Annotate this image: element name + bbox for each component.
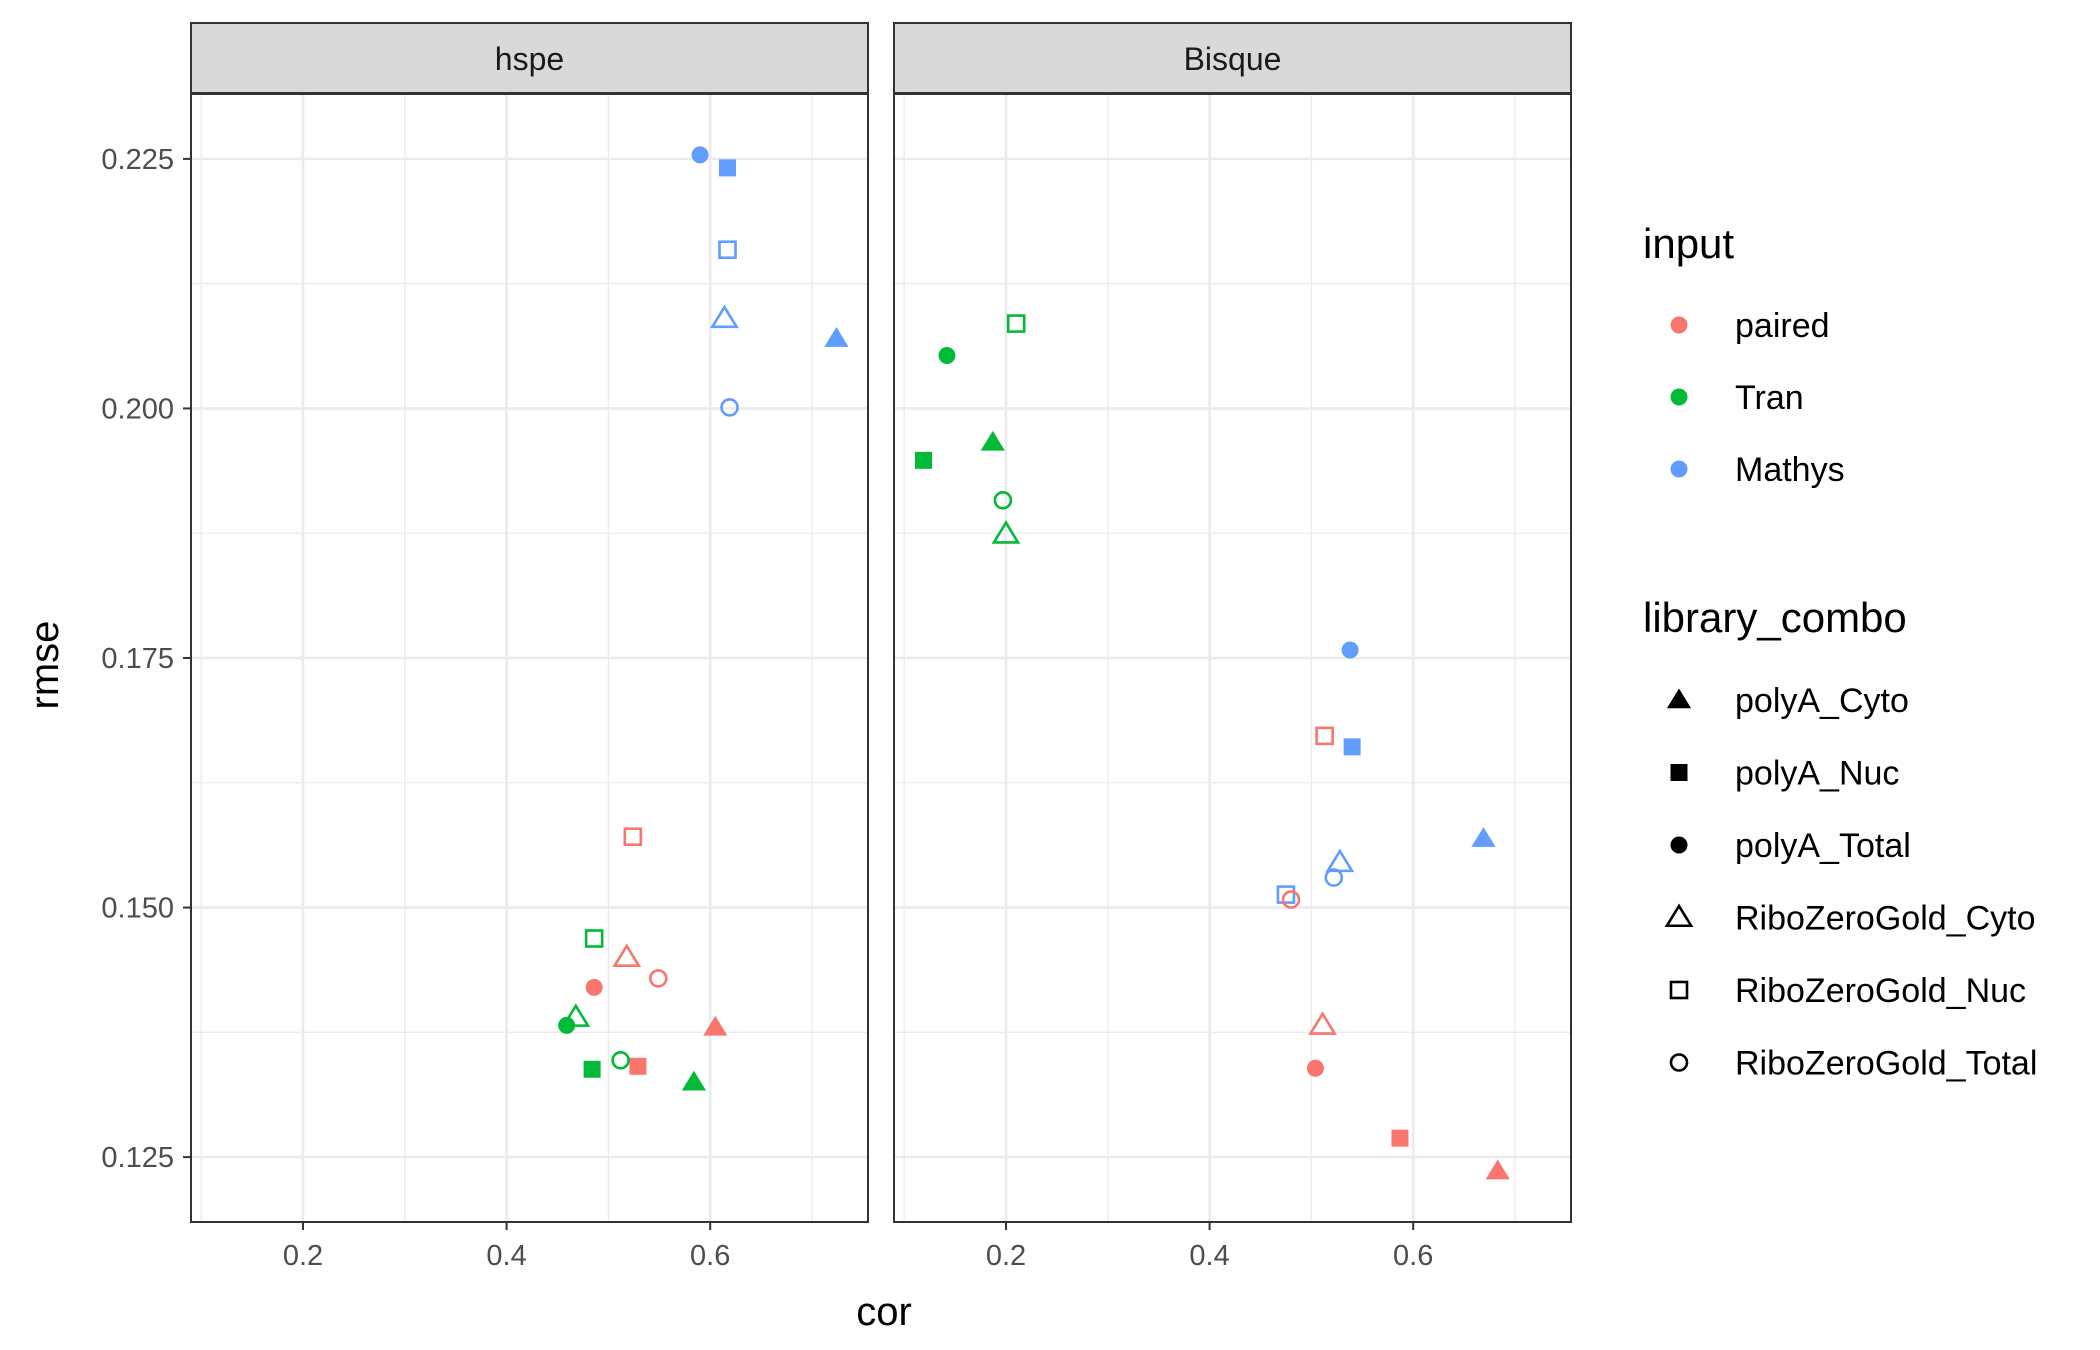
y-tick-label: 0.125 <box>101 1142 174 1174</box>
data-point-tran-ribozerogold-cyto <box>991 520 1021 544</box>
y-axis-title: rmse <box>23 621 67 710</box>
legend-label-polya-total: polyA_Total <box>1735 827 1911 865</box>
data-point-tran-ribozerogold-total <box>611 1050 630 1070</box>
data-point-tran-ribozerogold-nuc <box>584 929 604 948</box>
legend-label-paired: paired <box>1735 307 1830 345</box>
x-tick-label: 0.4 <box>1189 1240 1229 1272</box>
data-point-mathys-polya-nuc <box>719 159 737 177</box>
facet-strip <box>893 22 1572 94</box>
legend-key-ribozerogold-cyto <box>1664 903 1694 928</box>
panel-border <box>893 93 1572 1223</box>
legend-key-tran <box>1670 388 1688 406</box>
data-point-tran-ribozerogold-nuc <box>1006 314 1026 333</box>
data-point-mathys-polya-cyto <box>1471 827 1496 847</box>
legend-key-paired <box>1670 316 1688 334</box>
data-point-mathys-polya-total <box>1341 641 1359 659</box>
legend-label-ribozerogold-cyto: RiboZeroGold_Cyto <box>1735 900 2035 938</box>
x-tick-label: 0.6 <box>690 1240 730 1272</box>
legend-label-ribozerogold-total: RiboZeroGold_Total <box>1735 1045 2037 1083</box>
data-point-paired-ribozerogold-nuc <box>623 827 643 846</box>
legend: input library_combo paired Tran Mathys poly… <box>1643 220 2037 1083</box>
x-tick-label: 0.2 <box>283 1240 323 1272</box>
data-point-mathys-polya-total <box>691 146 709 164</box>
data-point-paired-polya-cyto <box>703 1015 728 1036</box>
data-point-mathys-polya-cyto <box>824 327 849 347</box>
legend-key-ribozerogold-total <box>1669 1053 1689 1072</box>
legend-input-title: input <box>1643 220 1734 267</box>
data-point-paired-polya-cyto <box>1485 1159 1510 1180</box>
legend-key-mathys <box>1670 460 1688 478</box>
data-point-mathys-ribozerogold-nuc <box>718 240 737 260</box>
data-point-paired-ribozerogold-cyto <box>1308 1011 1338 1035</box>
data-point-tran-polya-nuc <box>915 451 933 469</box>
x-tick-label: 0.4 <box>486 1240 526 1272</box>
y-tick-label: 0.200 <box>101 393 174 425</box>
x-axis: 0.2 0.4 0.6 0.2 0.4 0.6 <box>283 1222 1433 1272</box>
data-point-paired-ribozerogold-total <box>1281 890 1301 909</box>
legend-key-polya-total <box>1670 836 1688 854</box>
data-point-paired-ribozerogold-nuc <box>1315 726 1334 746</box>
y-tick-label: 0.175 <box>101 643 174 675</box>
data-point-tran-ribozerogold-total <box>993 490 1013 510</box>
data-point-paired-polya-nuc <box>1391 1129 1409 1147</box>
legend-library-title: library_combo <box>1643 594 1907 641</box>
data-point-mathys-ribozerogold-nuc <box>1276 885 1296 904</box>
legend-label-mathys: Mathys <box>1735 451 1845 489</box>
panels-layer: hspe Bisque <box>190 22 1572 1223</box>
legend-key-polya-nuc <box>1670 764 1688 781</box>
data-point-paired-ribozerogold-total <box>648 969 668 988</box>
data-point-tran-polya-cyto <box>980 430 1005 451</box>
data-point-paired-ribozerogold-cyto <box>612 943 642 968</box>
y-tick-label: 0.150 <box>101 893 174 925</box>
data-point-tran-ribozerogold-cyto <box>561 1003 591 1027</box>
y-tick-label: 0.225 <box>101 144 174 176</box>
x-tick-label: 0.2 <box>986 1240 1026 1272</box>
facet-strip-label: Bisque <box>1184 41 1282 77</box>
facet-strip-label: hspe <box>495 41 564 77</box>
data-point-tran-polya-nuc <box>583 1060 601 1078</box>
data-point-mathys-polya-nuc <box>1343 738 1361 756</box>
data-point-mathys-ribozerogold-total <box>720 398 739 417</box>
legend-key-ribozerogold-nuc <box>1669 980 1689 1000</box>
data-point-paired-polya-nuc <box>629 1057 647 1075</box>
facet-strip <box>190 22 869 94</box>
data-point-mathys-ribozerogold-cyto <box>710 304 739 329</box>
data-point-paired-polya-total <box>585 978 603 996</box>
legend-label-polya-nuc: polyA_Nuc <box>1735 755 1899 793</box>
x-axis-title: cor <box>856 1290 912 1334</box>
data-point-paired-polya-total <box>1306 1059 1324 1077</box>
data-point-tran-polya-total <box>558 1016 576 1034</box>
x-tick-label: 0.6 <box>1393 1240 1433 1272</box>
y-axis: 0.125 0.150 0.175 0.200 0.225 <box>101 144 191 1174</box>
data-point-tran-polya-cyto <box>681 1070 707 1091</box>
legend-label-tran: Tran <box>1735 379 1804 417</box>
panel-hspe: hspe <box>190 22 869 1223</box>
data-point-tran-polya-total <box>938 347 956 365</box>
legend-key-polya-cyto <box>1666 688 1692 709</box>
data-point-mathys-ribozerogold-total <box>1324 868 1344 887</box>
legend-label-polya-cyto: polyA_Cyto <box>1735 682 1909 720</box>
panel-bisque: Bisque <box>893 22 1572 1223</box>
legend-label-ribozerogold-nuc: RiboZeroGold_Nuc <box>1735 972 2026 1010</box>
